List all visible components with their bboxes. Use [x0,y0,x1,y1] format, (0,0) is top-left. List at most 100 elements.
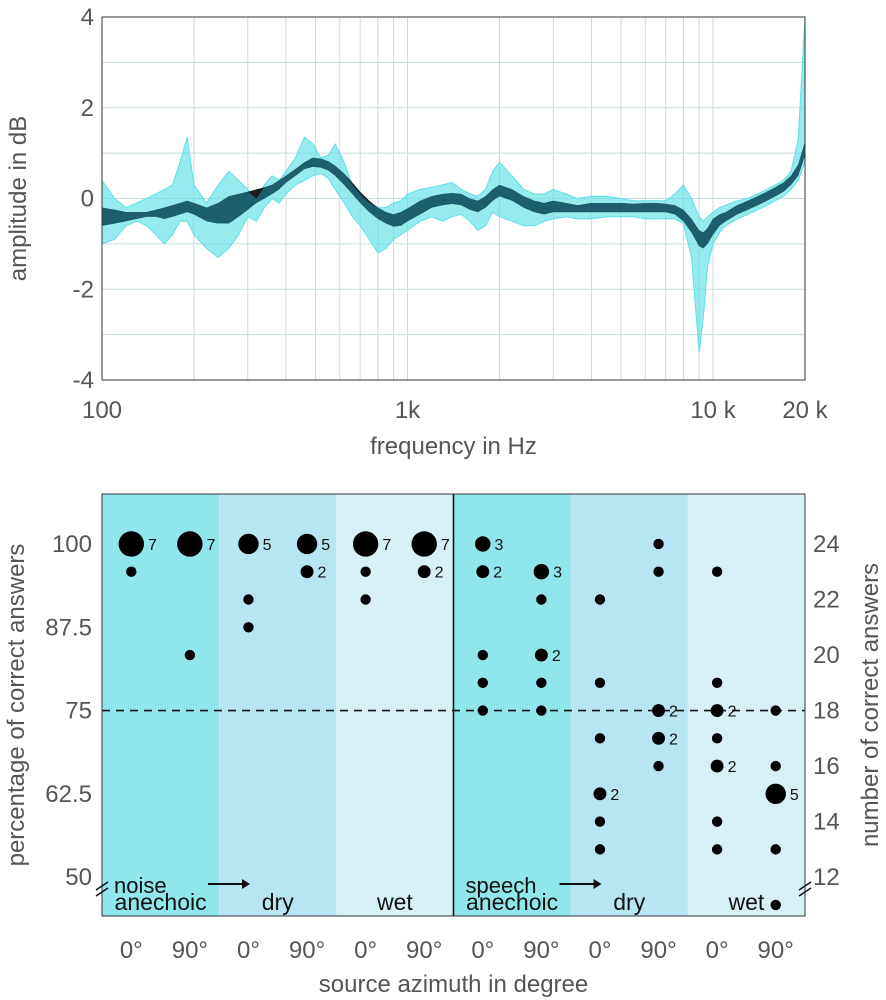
count-label: 2 [552,648,561,665]
data-point [360,594,371,605]
data-point [652,704,665,718]
stimulus-label: noise [114,873,167,898]
data-point [411,531,437,557]
data-point [711,816,723,827]
condition-region [219,494,337,916]
x-category-label: 0° [237,937,260,964]
data-point [534,648,548,662]
condition-label: wet [376,889,413,915]
y-tick-label: 4 [81,4,94,31]
data-point [593,787,607,801]
y-tick-label: -2 [73,276,94,303]
count-label: 5 [790,787,799,804]
data-point [360,566,371,577]
data-point [710,704,724,718]
plot-frame [101,16,806,381]
right-y-tick-label: 12 [813,864,840,891]
data-point [770,760,781,772]
data-point [770,705,781,716]
condition-region [336,494,454,916]
data-point [118,531,144,557]
axis-break-mark [798,881,812,897]
x-axis-label: source azimuth in degree [319,971,588,998]
x-category-label: 0° [120,937,143,964]
data-point [477,705,488,716]
condition-label: wet [728,889,765,915]
data-point [594,677,606,688]
condition-label: anechoic [466,889,558,915]
data-point [594,733,606,744]
x-category-label: 90° [758,937,794,964]
x-category-label: 0° [354,937,377,964]
data-point [653,538,664,550]
right-y-tick-label: 14 [813,809,840,836]
left-y-tick-label: 87.5 [45,614,92,641]
count-label: 3 [494,537,503,554]
count-label: 7 [148,537,157,554]
x-tick-label: 10 k [690,397,736,424]
data-point [177,531,203,557]
condition-label: dry [262,889,294,915]
data-point [243,594,254,605]
x-tick-label: 1k [395,397,421,424]
data-point [300,565,314,579]
x-tick-label: 20 k [782,397,828,424]
data-point [594,844,606,855]
data-point [296,533,318,555]
x-axis-label: frequency in Hz [370,433,537,460]
data-point [594,594,606,605]
right-y-tick-label: 16 [813,753,840,780]
data-point [477,677,488,688]
data-point [477,649,488,661]
data-point [653,566,664,577]
x-category-label: 0° [471,937,494,964]
count-label: 3 [553,565,562,582]
data-point [238,533,259,555]
x-category-label: 90° [640,937,676,964]
data-point [765,783,786,805]
plot-frame [101,493,806,917]
right-y-axis-label: number of correct answers [857,563,884,847]
count-label: 2 [493,565,502,582]
data-point [710,759,724,773]
data-point [126,566,137,577]
left-y-tick-label: 100 [52,531,92,558]
condition-region [102,494,220,916]
x-category-label: 90° [523,937,559,964]
data-point [243,622,254,633]
data-point [652,731,665,745]
left-y-tick-label: 50 [65,864,92,891]
data-point [417,565,431,579]
x-category-label: 90° [289,937,325,964]
data-point [533,564,550,580]
stimulus-arrow-head [593,879,602,889]
count-label: 2 [610,787,619,804]
data-point [711,733,723,744]
data-point [352,531,379,557]
data-point [711,677,723,688]
count-label: 5 [321,537,330,554]
data-point [476,565,490,579]
data-point [711,844,723,855]
data-point [770,844,781,855]
condition-region [453,494,571,916]
count-label: 2 [728,704,737,721]
count-label: 7 [441,537,450,554]
count-label: 2 [728,759,737,776]
x-category-label: 0° [588,937,611,964]
y-tick-label: 2 [81,95,94,122]
right-y-tick-label: 22 [813,587,840,614]
count-label: 2 [669,704,678,721]
data-point [536,705,547,716]
count-label: 5 [263,537,272,554]
stimulus-arrow-head [242,879,250,889]
y-tick-label: 0 [81,186,94,213]
x-category-label: 0° [706,937,729,964]
data-point [536,594,547,605]
left-y-axis-label: percentage of correct answers [3,544,30,867]
right-y-tick-label: 18 [813,698,840,725]
data-point [711,566,723,577]
series-band-overlap [102,141,805,249]
condition-label: anechoic [115,889,207,915]
x-tick-label: 100 [82,397,122,424]
